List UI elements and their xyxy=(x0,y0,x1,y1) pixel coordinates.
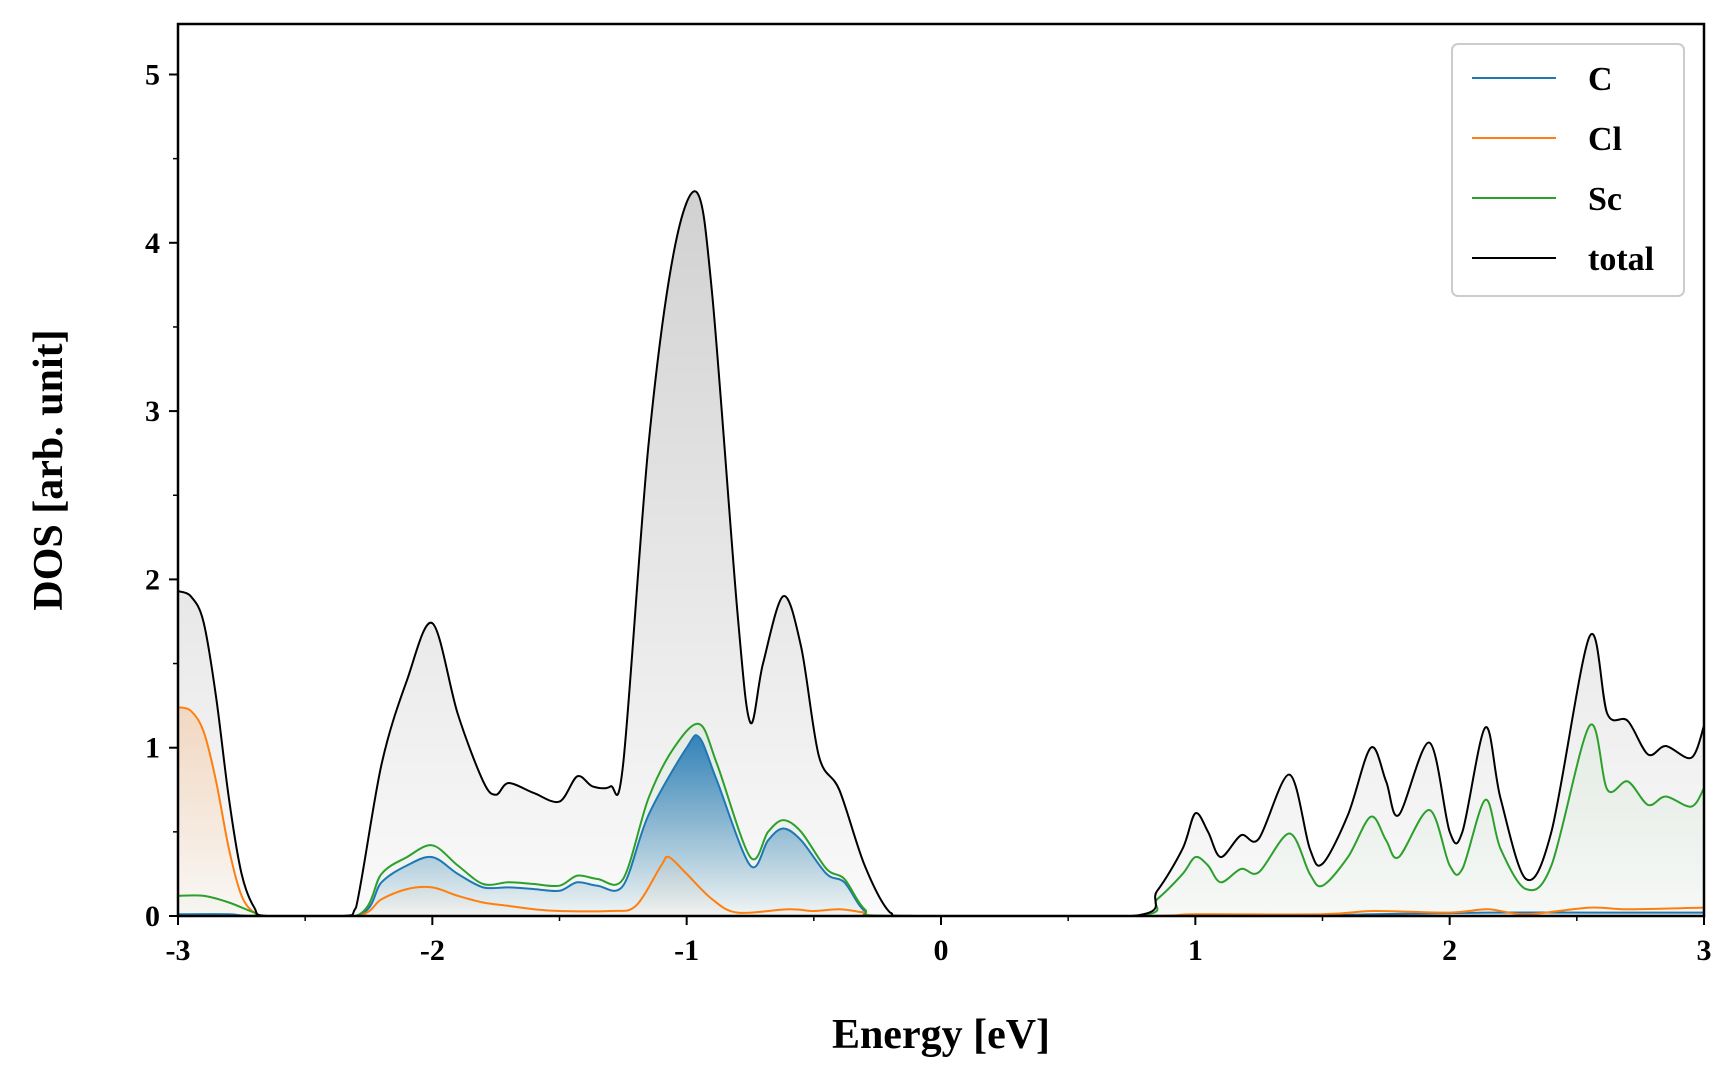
y-tick-label: 5 xyxy=(145,58,160,91)
x-tick-label: 0 xyxy=(934,934,949,967)
x-tick-label: -2 xyxy=(420,934,445,967)
x-tick-label: -1 xyxy=(674,934,699,967)
legend-label-total: total xyxy=(1588,241,1654,278)
y-tick-label: 1 xyxy=(145,732,160,765)
legend-label-cl: Cl xyxy=(1588,121,1622,158)
y-axis-label: DOS [arb. unit] xyxy=(26,329,72,610)
y-tick-label: 3 xyxy=(145,395,160,428)
legend-label-c: C xyxy=(1588,61,1613,98)
area-fill-sc xyxy=(178,723,1704,916)
y-tick-label: 2 xyxy=(145,563,160,596)
legend-box xyxy=(1451,43,1685,297)
x-axis-label: Energy [eV] xyxy=(832,1012,1050,1058)
x-tick-label: 3 xyxy=(1697,934,1712,967)
axes: -3 -2 -1 0 1 2 3 0 1 2 3 4 5 xyxy=(145,58,1712,967)
area-fill-total xyxy=(178,191,1704,916)
x-tick-label: 2 xyxy=(1442,934,1457,967)
legend: C Cl Sc total xyxy=(1451,43,1685,297)
series-line-total xyxy=(177,190,1705,918)
y-tick-label: 0 xyxy=(145,900,160,933)
legend-label-sc: Sc xyxy=(1588,181,1622,218)
x-tick-label: -3 xyxy=(166,934,191,967)
area-fills xyxy=(178,191,1704,916)
y-tick-label: 4 xyxy=(145,227,160,260)
x-tick-label: 1 xyxy=(1188,934,1203,967)
